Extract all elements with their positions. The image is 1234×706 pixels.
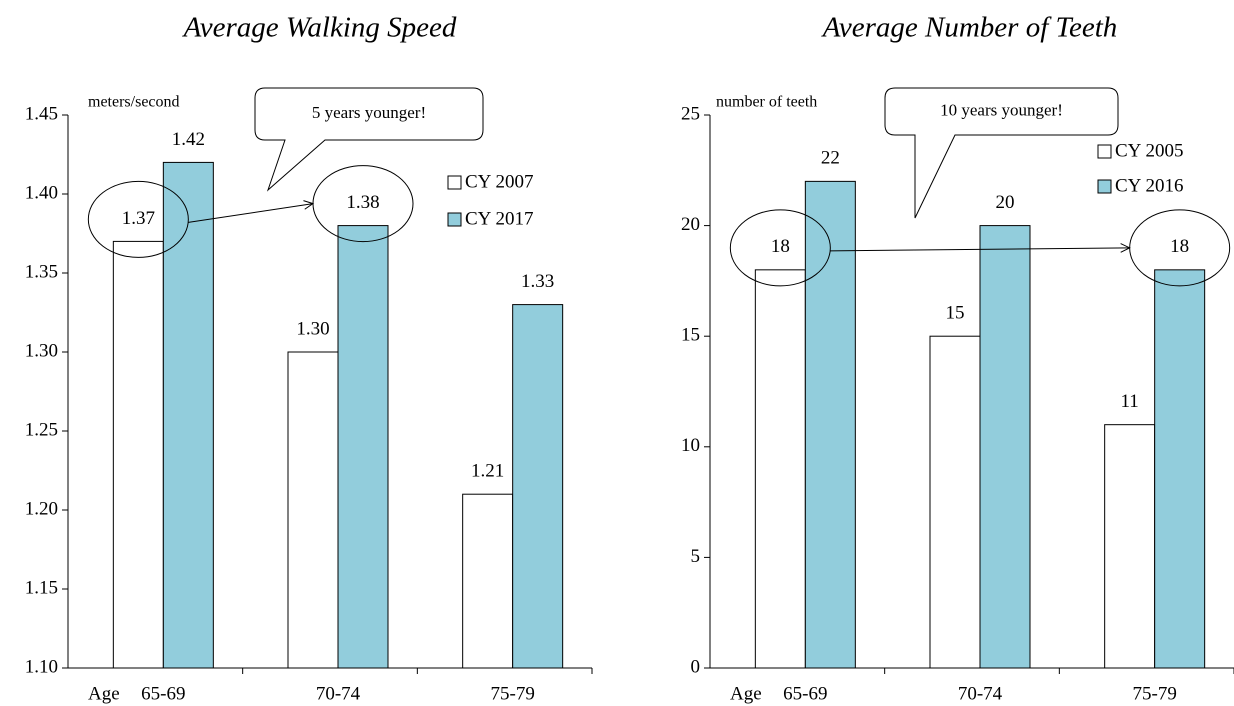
x-axis-label: Age	[88, 683, 120, 704]
x-tick-label: 70-74	[316, 683, 361, 704]
y-axis-label: meters/second	[88, 94, 180, 111]
y-tick-label: 0	[691, 656, 701, 677]
data-label: 18	[771, 236, 790, 257]
y-tick-label: 1.20	[25, 498, 58, 519]
bar	[462, 493, 514, 669]
highlight-circle	[729, 209, 831, 287]
legend-swatch	[1097, 144, 1112, 159]
arrow-head	[1120, 243, 1131, 253]
bar	[287, 351, 339, 669]
legend-swatch	[447, 212, 462, 227]
legend-swatch	[447, 175, 462, 190]
callout	[884, 87, 1119, 219]
legend-label: CY 2007	[465, 171, 533, 192]
x-tick-label: 75-79	[1133, 683, 1177, 704]
y-tick-label: 1.25	[25, 419, 58, 440]
x-tick-label: 75-79	[491, 683, 535, 704]
bar	[1104, 424, 1156, 669]
bar	[162, 161, 214, 669]
y-tick-label: 20	[681, 214, 700, 235]
y-tick-label: 1.10	[25, 656, 58, 677]
data-label: 11	[1121, 391, 1139, 412]
callout	[254, 87, 484, 192]
y-tick-label: 1.35	[25, 261, 58, 282]
bar	[337, 225, 389, 669]
chart-title: Average Walking Speed	[182, 12, 457, 44]
y-tick-label: 5	[691, 546, 701, 567]
legend-label: CY 2017	[465, 208, 533, 229]
bar	[112, 240, 164, 669]
y-tick-label: 25	[681, 103, 700, 124]
data-label: 1.33	[521, 271, 554, 292]
y-tick-label: 1.40	[25, 182, 58, 203]
data-label: 1.42	[172, 129, 205, 150]
data-label: 20	[996, 192, 1015, 213]
y-tick-label: 15	[681, 325, 700, 346]
bar	[512, 304, 564, 669]
data-label: 1.21	[471, 461, 504, 482]
arrow	[188, 203, 314, 223]
x-axis-label: Age	[730, 683, 762, 704]
data-label: 1.30	[296, 318, 329, 339]
chart-title: Average Number of Teeth	[821, 12, 1118, 44]
bar	[804, 180, 856, 669]
data-label: 22	[821, 148, 840, 169]
y-tick-label: 1.15	[25, 577, 58, 598]
bar	[979, 225, 1031, 669]
y-tick-label: 1.45	[25, 103, 58, 124]
arrow	[830, 247, 1130, 252]
y-axis-label: number of teeth	[716, 94, 817, 111]
arrow-head	[303, 200, 315, 210]
data-label: 15	[946, 303, 965, 324]
legend-swatch	[1097, 179, 1112, 194]
data-label: 1.37	[122, 208, 155, 229]
bar	[1154, 269, 1206, 669]
callout-text: 10 years younger!	[940, 100, 1063, 119]
y-tick-label: 1.30	[25, 340, 58, 361]
x-tick-label: 65-69	[141, 683, 185, 704]
x-tick-label: 65-69	[783, 683, 827, 704]
y-tick-label: 10	[681, 435, 700, 456]
callout-text: 5 years younger!	[312, 103, 426, 122]
highlight-circle	[87, 180, 189, 258]
legend-label: CY 2005	[1115, 140, 1183, 161]
data-label: 1.38	[346, 192, 379, 213]
data-label: 18	[1170, 236, 1189, 257]
x-tick-label: 70-74	[958, 683, 1003, 704]
bar	[754, 269, 806, 669]
bar	[929, 335, 981, 669]
legend-label: CY 2016	[1115, 175, 1183, 196]
